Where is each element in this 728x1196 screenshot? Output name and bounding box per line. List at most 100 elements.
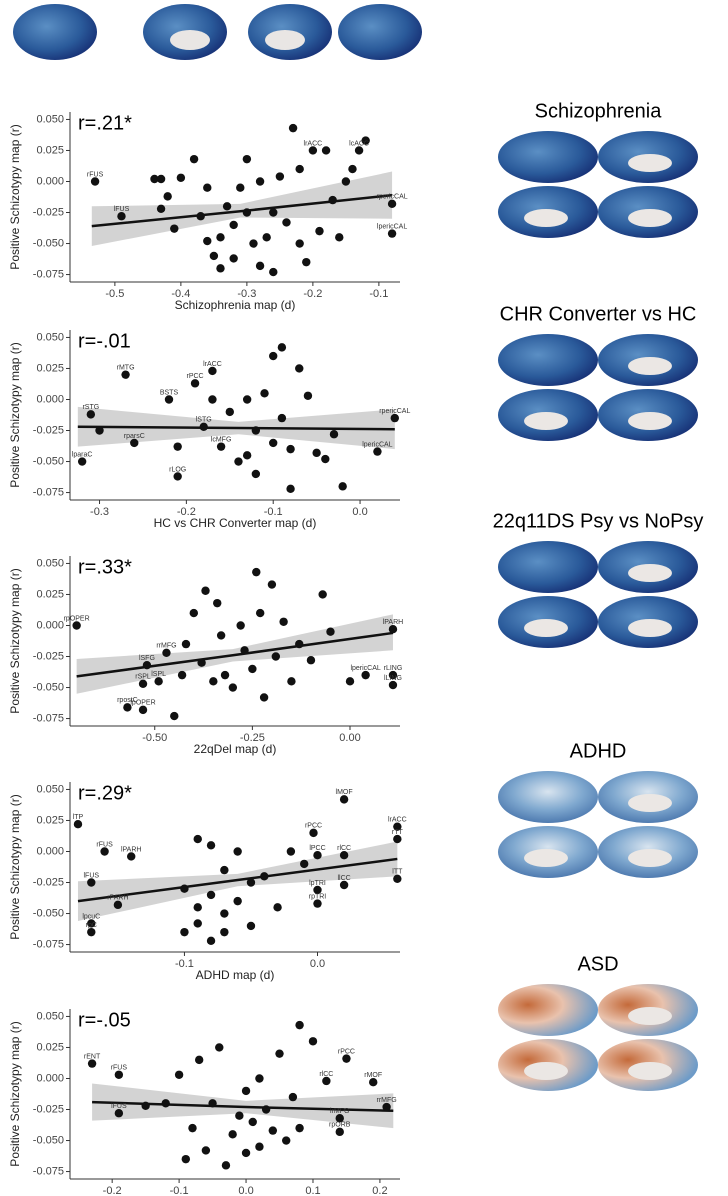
data-point <box>286 444 295 454</box>
y-axis-label: Positive Schizotypy map (r) <box>8 1021 22 1166</box>
scatter-panel: 0.050 0.025 0.000 -0.025 -0.050 -0.075 -0.5 -0.… <box>8 100 698 312</box>
data-point <box>234 457 243 466</box>
data-point <box>287 677 296 686</box>
data-point <box>90 177 100 186</box>
scatter-panel: 0.050 0.025 0.000 -0.025 -0.050 -0.075 -0.1 0.0… <box>8 740 698 982</box>
point-label: rLING <box>384 665 403 672</box>
data-point <box>295 164 304 174</box>
data-point <box>335 1127 344 1137</box>
y-tick-label: 0.050 <box>36 557 64 569</box>
x-tick-label: -0.2 <box>103 1185 122 1196</box>
data-point <box>315 226 324 236</box>
data-point <box>390 413 399 423</box>
data-point <box>181 639 191 649</box>
x-tick-label: 0.00 <box>339 732 360 744</box>
data-point <box>194 1055 204 1065</box>
point-label: rlCC <box>337 845 351 852</box>
data-point <box>388 680 398 690</box>
data-point <box>342 1054 351 1063</box>
data-point <box>189 154 199 164</box>
stat-label: r=.21* <box>78 112 132 134</box>
y-axis-label: Positive Schizotypy map (r) <box>8 342 22 487</box>
data-point <box>361 670 370 680</box>
data-point <box>252 567 261 577</box>
brain-render <box>498 334 598 386</box>
data-point <box>248 1117 257 1127</box>
data-point <box>117 212 126 221</box>
y-tick-label: -0.075 <box>33 1165 64 1177</box>
data-point <box>174 1070 184 1079</box>
brain-map-title: 22q11DS Psy vs NoPsy <box>493 510 704 532</box>
data-point <box>113 900 123 910</box>
point-label: rpericCAL <box>377 194 408 201</box>
point-label: lpericCAL <box>362 441 392 448</box>
y-tick-label: -0.050 <box>33 681 64 693</box>
data-point <box>246 878 256 887</box>
data-point <box>189 608 198 618</box>
data-point <box>203 236 212 246</box>
y-tick-label: 0.000 <box>36 393 64 405</box>
data-point <box>326 627 335 636</box>
x-axis-label: 22qDel map (d) <box>194 742 277 756</box>
data-point <box>228 683 238 692</box>
brain-medial <box>628 849 672 867</box>
data-point <box>220 865 229 875</box>
brain-medial <box>628 1062 672 1080</box>
y-tick-label: 0.000 <box>36 175 64 187</box>
data-point <box>321 454 330 464</box>
y-tick-label: -0.025 <box>33 206 64 218</box>
y-tick-label: -0.075 <box>33 938 64 950</box>
point-label: rpORB <box>329 1122 351 1129</box>
data-point <box>255 177 265 186</box>
data-point <box>369 1078 378 1087</box>
data-point <box>176 173 186 182</box>
brain-map-title: ADHD <box>570 740 627 762</box>
data-point <box>322 1076 331 1086</box>
data-point <box>260 872 269 881</box>
regression-line <box>91 193 393 228</box>
brain-medial <box>628 357 672 375</box>
data-point <box>373 447 382 456</box>
point-label: lcACC <box>349 140 369 147</box>
data-point <box>329 430 339 439</box>
x-tick-label: -0.4 <box>171 288 190 300</box>
data-point <box>242 395 252 404</box>
data-point <box>233 847 242 856</box>
point-label: rPCC <box>305 823 322 830</box>
x-tick-label: 0.0 <box>310 958 325 970</box>
data-point <box>196 212 205 221</box>
stat-label: r=.29* <box>78 782 132 804</box>
data-point <box>268 1126 278 1135</box>
brain-render <box>338 4 422 60</box>
data-point <box>255 608 265 618</box>
data-point <box>308 146 318 155</box>
brain-medial <box>628 1007 672 1025</box>
data-point <box>295 1123 304 1133</box>
point-label: rFUS <box>111 1065 128 1072</box>
x-tick-label: -0.2 <box>177 506 196 518</box>
y-tick-label: 0.025 <box>36 588 64 600</box>
data-point <box>303 391 313 400</box>
data-point <box>208 366 217 376</box>
data-point <box>248 664 257 674</box>
point-label: rlCC <box>319 1071 333 1078</box>
data-point <box>201 586 210 595</box>
y-tick-label: -0.050 <box>33 907 64 919</box>
point-label: lpOPER <box>130 700 155 707</box>
y-tick-label: -0.025 <box>33 424 64 436</box>
data-point <box>339 795 349 804</box>
data-point <box>209 677 218 686</box>
data-point <box>193 919 202 928</box>
x-tick-label: -0.2 <box>303 288 322 300</box>
scatter-panel: 0.050 0.025 0.000 -0.025 -0.050 -0.075 -0.2 -0.… <box>8 953 698 1196</box>
data-point <box>242 208 252 217</box>
data-point <box>236 621 245 630</box>
data-point <box>275 172 285 181</box>
data-point <box>267 580 277 589</box>
data-point <box>335 233 344 242</box>
data-point <box>123 703 132 712</box>
data-point <box>173 472 182 481</box>
y-axis-label: Positive Schizotypy map (r) <box>8 794 22 939</box>
point-label: rPCC <box>338 1048 355 1055</box>
